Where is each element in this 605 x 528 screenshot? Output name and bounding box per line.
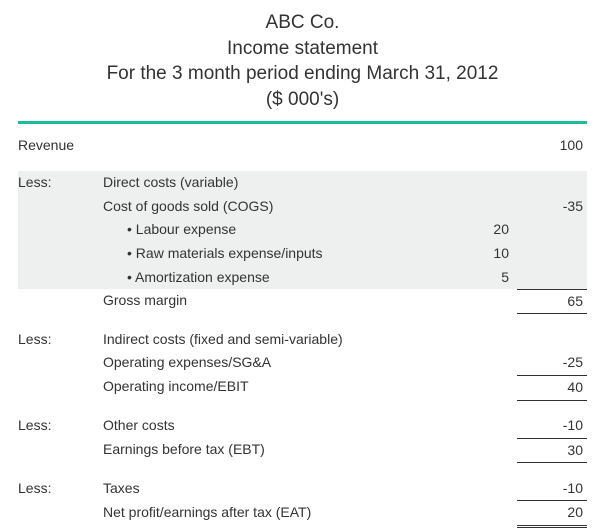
less-label: Less: bbox=[18, 328, 103, 352]
gross-margin-label: Gross margin bbox=[103, 289, 447, 314]
table-row: Operating expenses/SG&A -25 bbox=[18, 351, 587, 375]
taxes-value: -10 bbox=[517, 477, 587, 501]
table-row: Cost of goods sold (COGS) -35 bbox=[18, 195, 587, 219]
indirect-label: Indirect costs (fixed and semi-variable) bbox=[103, 328, 447, 352]
labour-sub: 20 bbox=[447, 218, 517, 242]
table-row: Less: Other costs -10 bbox=[18, 414, 587, 438]
opex-value: -25 bbox=[517, 351, 587, 375]
income-statement-table: Revenue 100 Less: Direct costs (variable… bbox=[18, 134, 587, 528]
table-row: Net profit/earnings after tax (EAT) 20 bbox=[18, 501, 587, 527]
eat-label: Net profit/earnings after tax (EAT) bbox=[103, 501, 447, 527]
rawmat-label: • Raw materials expense/inputs bbox=[103, 242, 447, 266]
less-label: Less: bbox=[18, 171, 103, 195]
labour-label: • Labour expense bbox=[103, 218, 447, 242]
table-row: Operating income/EBIT 40 bbox=[18, 375, 587, 400]
ebit-label: Operating income/EBIT bbox=[103, 375, 447, 400]
statement-units: ($ 000's) bbox=[18, 87, 587, 113]
statement-header: ABC Co. Income statement For the 3 month… bbox=[18, 10, 587, 113]
less-label: Less: bbox=[18, 477, 103, 501]
table-row: • Raw materials expense/inputs 10 bbox=[18, 242, 587, 266]
taxes-label: Taxes bbox=[103, 477, 447, 501]
table-row: Revenue 100 bbox=[18, 134, 587, 158]
eat-value: 20 bbox=[517, 501, 587, 527]
table-row: Less: Indirect costs (fixed and semi-var… bbox=[18, 328, 587, 352]
less-label: Less: bbox=[18, 414, 103, 438]
ebt-value: 30 bbox=[517, 438, 587, 463]
table-row: Gross margin 65 bbox=[18, 289, 587, 314]
table-row: • Labour expense 20 bbox=[18, 218, 587, 242]
table-row: Earnings before tax (EBT) 30 bbox=[18, 438, 587, 463]
table-row: Less: Direct costs (variable) bbox=[18, 171, 587, 195]
gross-margin-value: 65 bbox=[517, 289, 587, 314]
cogs-value: -35 bbox=[517, 195, 587, 219]
revenue-label: Revenue bbox=[18, 134, 447, 158]
direct-costs-label: Direct costs (variable) bbox=[103, 171, 447, 195]
rawmat-sub: 10 bbox=[447, 242, 517, 266]
revenue-value: 100 bbox=[517, 134, 587, 158]
other-costs-label: Other costs bbox=[103, 414, 447, 438]
table-row: • Amortization expense 5 bbox=[18, 266, 587, 290]
amort-label: • Amortization expense bbox=[103, 266, 447, 290]
cogs-label: Cost of goods sold (COGS) bbox=[103, 195, 447, 219]
table-row: Less: Taxes -10 bbox=[18, 477, 587, 501]
accent-rule bbox=[18, 121, 587, 124]
amort-sub: 5 bbox=[447, 266, 517, 290]
ebt-label: Earnings before tax (EBT) bbox=[103, 438, 447, 463]
statement-period: For the 3 month period ending March 31, … bbox=[18, 61, 587, 87]
opex-label: Operating expenses/SG&A bbox=[103, 351, 447, 375]
company-name: ABC Co. bbox=[18, 10, 587, 36]
other-costs-value: -10 bbox=[517, 414, 587, 438]
statement-title: Income statement bbox=[18, 36, 587, 62]
ebit-value: 40 bbox=[517, 375, 587, 400]
